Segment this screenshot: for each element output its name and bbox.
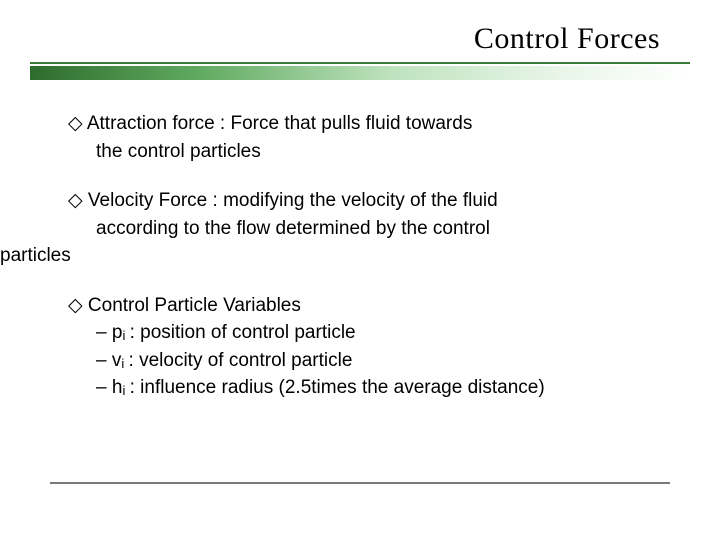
var-symbol: h <box>112 377 123 398</box>
diamond-icon: ◇ <box>68 295 83 316</box>
bullet-line: ◇ Control Particle Variables <box>40 292 680 320</box>
title-underline-bar <box>30 62 690 80</box>
diamond-icon: ◇ <box>68 190 83 211</box>
var-desc: : influence radius (2.5times the average… <box>124 377 544 398</box>
bullet-line: ◇ Attraction force : Force that pulls fl… <box>40 110 680 138</box>
dash-icon: – <box>96 377 107 398</box>
sub-item: – vi : velocity of control particle <box>40 347 680 375</box>
sub-item: – pi : position of control particle <box>40 319 680 347</box>
bullet-continuation: according to the flow determined by the … <box>40 215 680 243</box>
bullet-continuation: the control particles <box>40 138 680 166</box>
bullet-text: modifying the velocity of the fluid <box>223 190 498 211</box>
bullet-item-attraction: ◇ Attraction force : Force that pulls fl… <box>40 110 680 165</box>
slide: Control Forces ◇ Attraction force : Forc… <box>0 0 720 540</box>
var-symbol: p <box>112 322 123 343</box>
bullet-item-variables: ◇ Control Particle Variables – pi : posi… <box>40 292 680 402</box>
bullet-item-velocity: ◇ Velocity Force : modifying the velocit… <box>40 187 680 270</box>
bullet-lead: Control Particle Variables <box>88 295 301 316</box>
var-symbol: v <box>112 350 122 371</box>
dash-icon: – <box>96 350 107 371</box>
slide-title: Control Forces <box>474 22 660 56</box>
sub-item: – hi : influence radius (2.5times the av… <box>40 374 680 402</box>
var-desc: : velocity of control particle <box>123 350 352 371</box>
bullet-text: Force that pulls fluid towards <box>230 113 472 134</box>
bar-gradient <box>30 66 690 80</box>
bullet-continuation-flush: particles <box>0 242 680 270</box>
dash-icon: – <box>96 322 107 343</box>
var-desc: : position of control particle <box>124 322 355 343</box>
diamond-icon: ◇ <box>68 113 83 134</box>
bottom-divider <box>50 482 670 484</box>
bar-thin-line <box>30 62 690 64</box>
bullet-lead: Attraction force : <box>87 113 231 134</box>
bullet-line: ◇ Velocity Force : modifying the velocit… <box>40 187 680 215</box>
bullet-lead: Velocity Force : <box>88 190 223 211</box>
content-area: ◇ Attraction force : Force that pulls fl… <box>40 110 680 424</box>
